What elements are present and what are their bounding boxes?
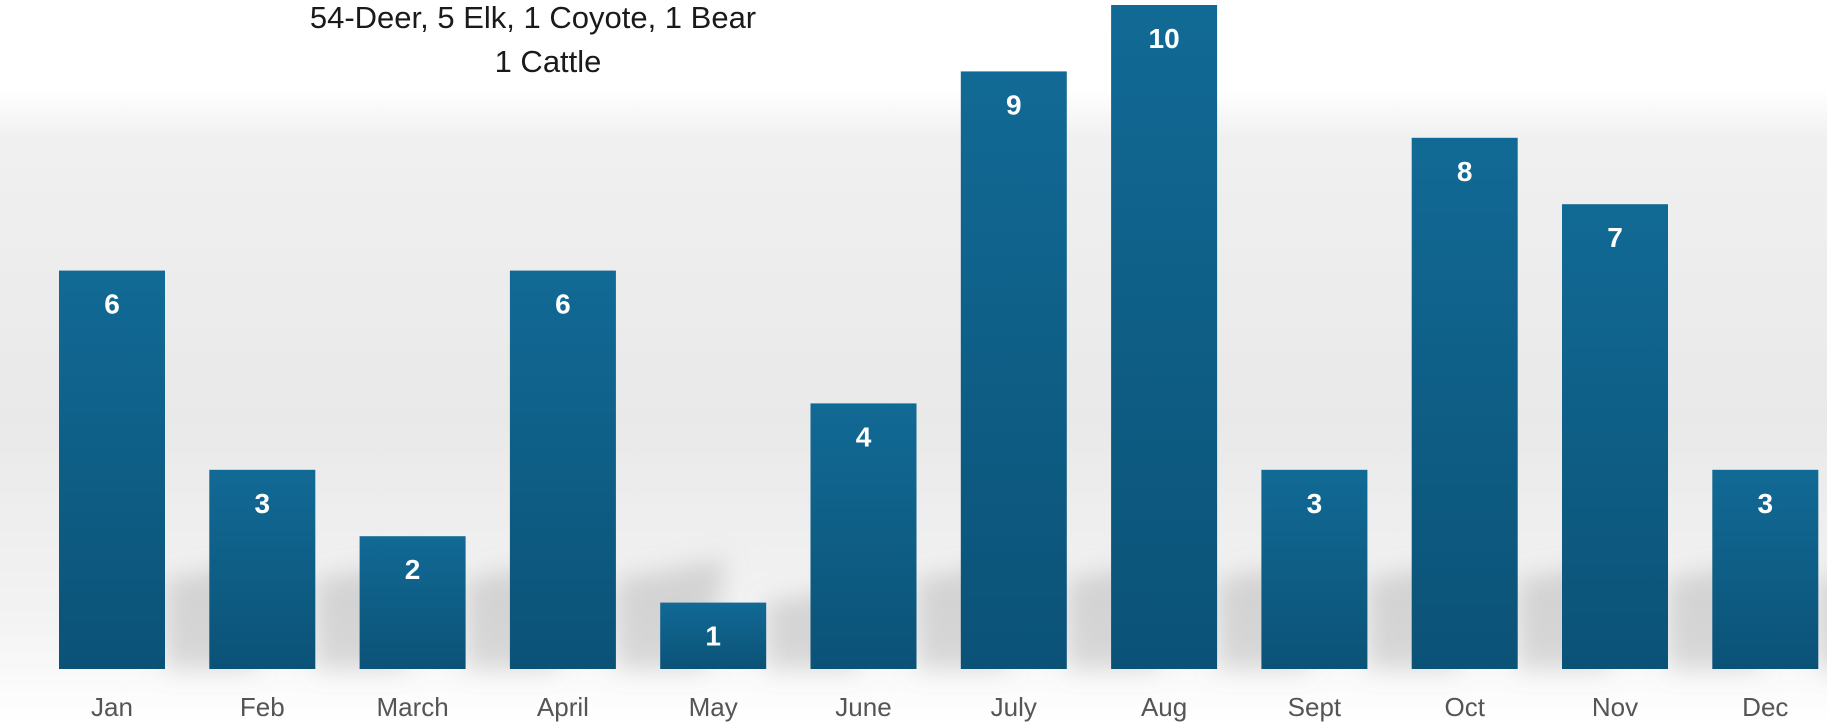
bar-value-labels: 6 3 2 6 1 4 9 10 3 8 7 3 (104, 23, 1773, 652)
bars (59, 5, 1819, 670)
x-tick-march: March (376, 692, 448, 722)
data-label-april: 6 (555, 289, 571, 320)
data-label-feb: 3 (255, 488, 271, 519)
bar-june (810, 403, 917, 669)
data-label-march: 2 (405, 554, 421, 585)
bar-nov (1562, 204, 1668, 669)
data-label-sept: 3 (1307, 488, 1323, 519)
bar-feb (209, 469, 316, 669)
x-tick-nov: Nov (1592, 692, 1638, 722)
x-tick-may: May (689, 692, 738, 722)
x-tick-june: June (835, 692, 891, 722)
x-tick-dec: Dec (1742, 692, 1788, 722)
bar-jan (59, 270, 165, 669)
data-label-july: 9 (1006, 89, 1022, 120)
x-tick-feb: Feb (240, 692, 285, 722)
x-axis-tick-labels: Jan Feb March April May June July Aug Sept Oct Nov… (91, 692, 1788, 722)
bar-dec (1712, 469, 1819, 669)
data-label-nov: 7 (1607, 222, 1623, 253)
x-tick-jan: Jan (91, 692, 133, 722)
x-tick-aug: Aug (1141, 692, 1187, 722)
chart-title-line-1: 54-Deer, 5 Elk, 1 Coyote, 1 Bear (310, 0, 756, 35)
x-tick-sept: Sept (1288, 692, 1342, 722)
bar-shadow-dec (1818, 577, 1827, 669)
data-label-may: 1 (705, 621, 721, 652)
bar-march (359, 536, 466, 669)
data-label-jan: 6 (104, 289, 120, 320)
data-label-dec: 3 (1758, 488, 1774, 519)
x-tick-july: July (991, 692, 1037, 722)
data-label-oct: 8 (1457, 156, 1473, 187)
bar-sept (1261, 469, 1368, 669)
bar-april (509, 270, 616, 669)
data-label-june: 4 (856, 421, 872, 452)
bar-aug (1111, 5, 1218, 669)
chart-title-line-2: 1 Cattle (495, 44, 602, 79)
bar-july (960, 71, 1067, 669)
x-tick-april: April (537, 692, 589, 722)
chart-title: 54-Deer, 5 Elk, 1 Coyote, 1 Bear 1 Cattl… (310, 0, 756, 79)
bar-oct (1411, 137, 1518, 670)
x-tick-oct: Oct (1444, 692, 1485, 722)
data-label-aug: 10 (1149, 23, 1180, 54)
bar-may (660, 602, 767, 669)
